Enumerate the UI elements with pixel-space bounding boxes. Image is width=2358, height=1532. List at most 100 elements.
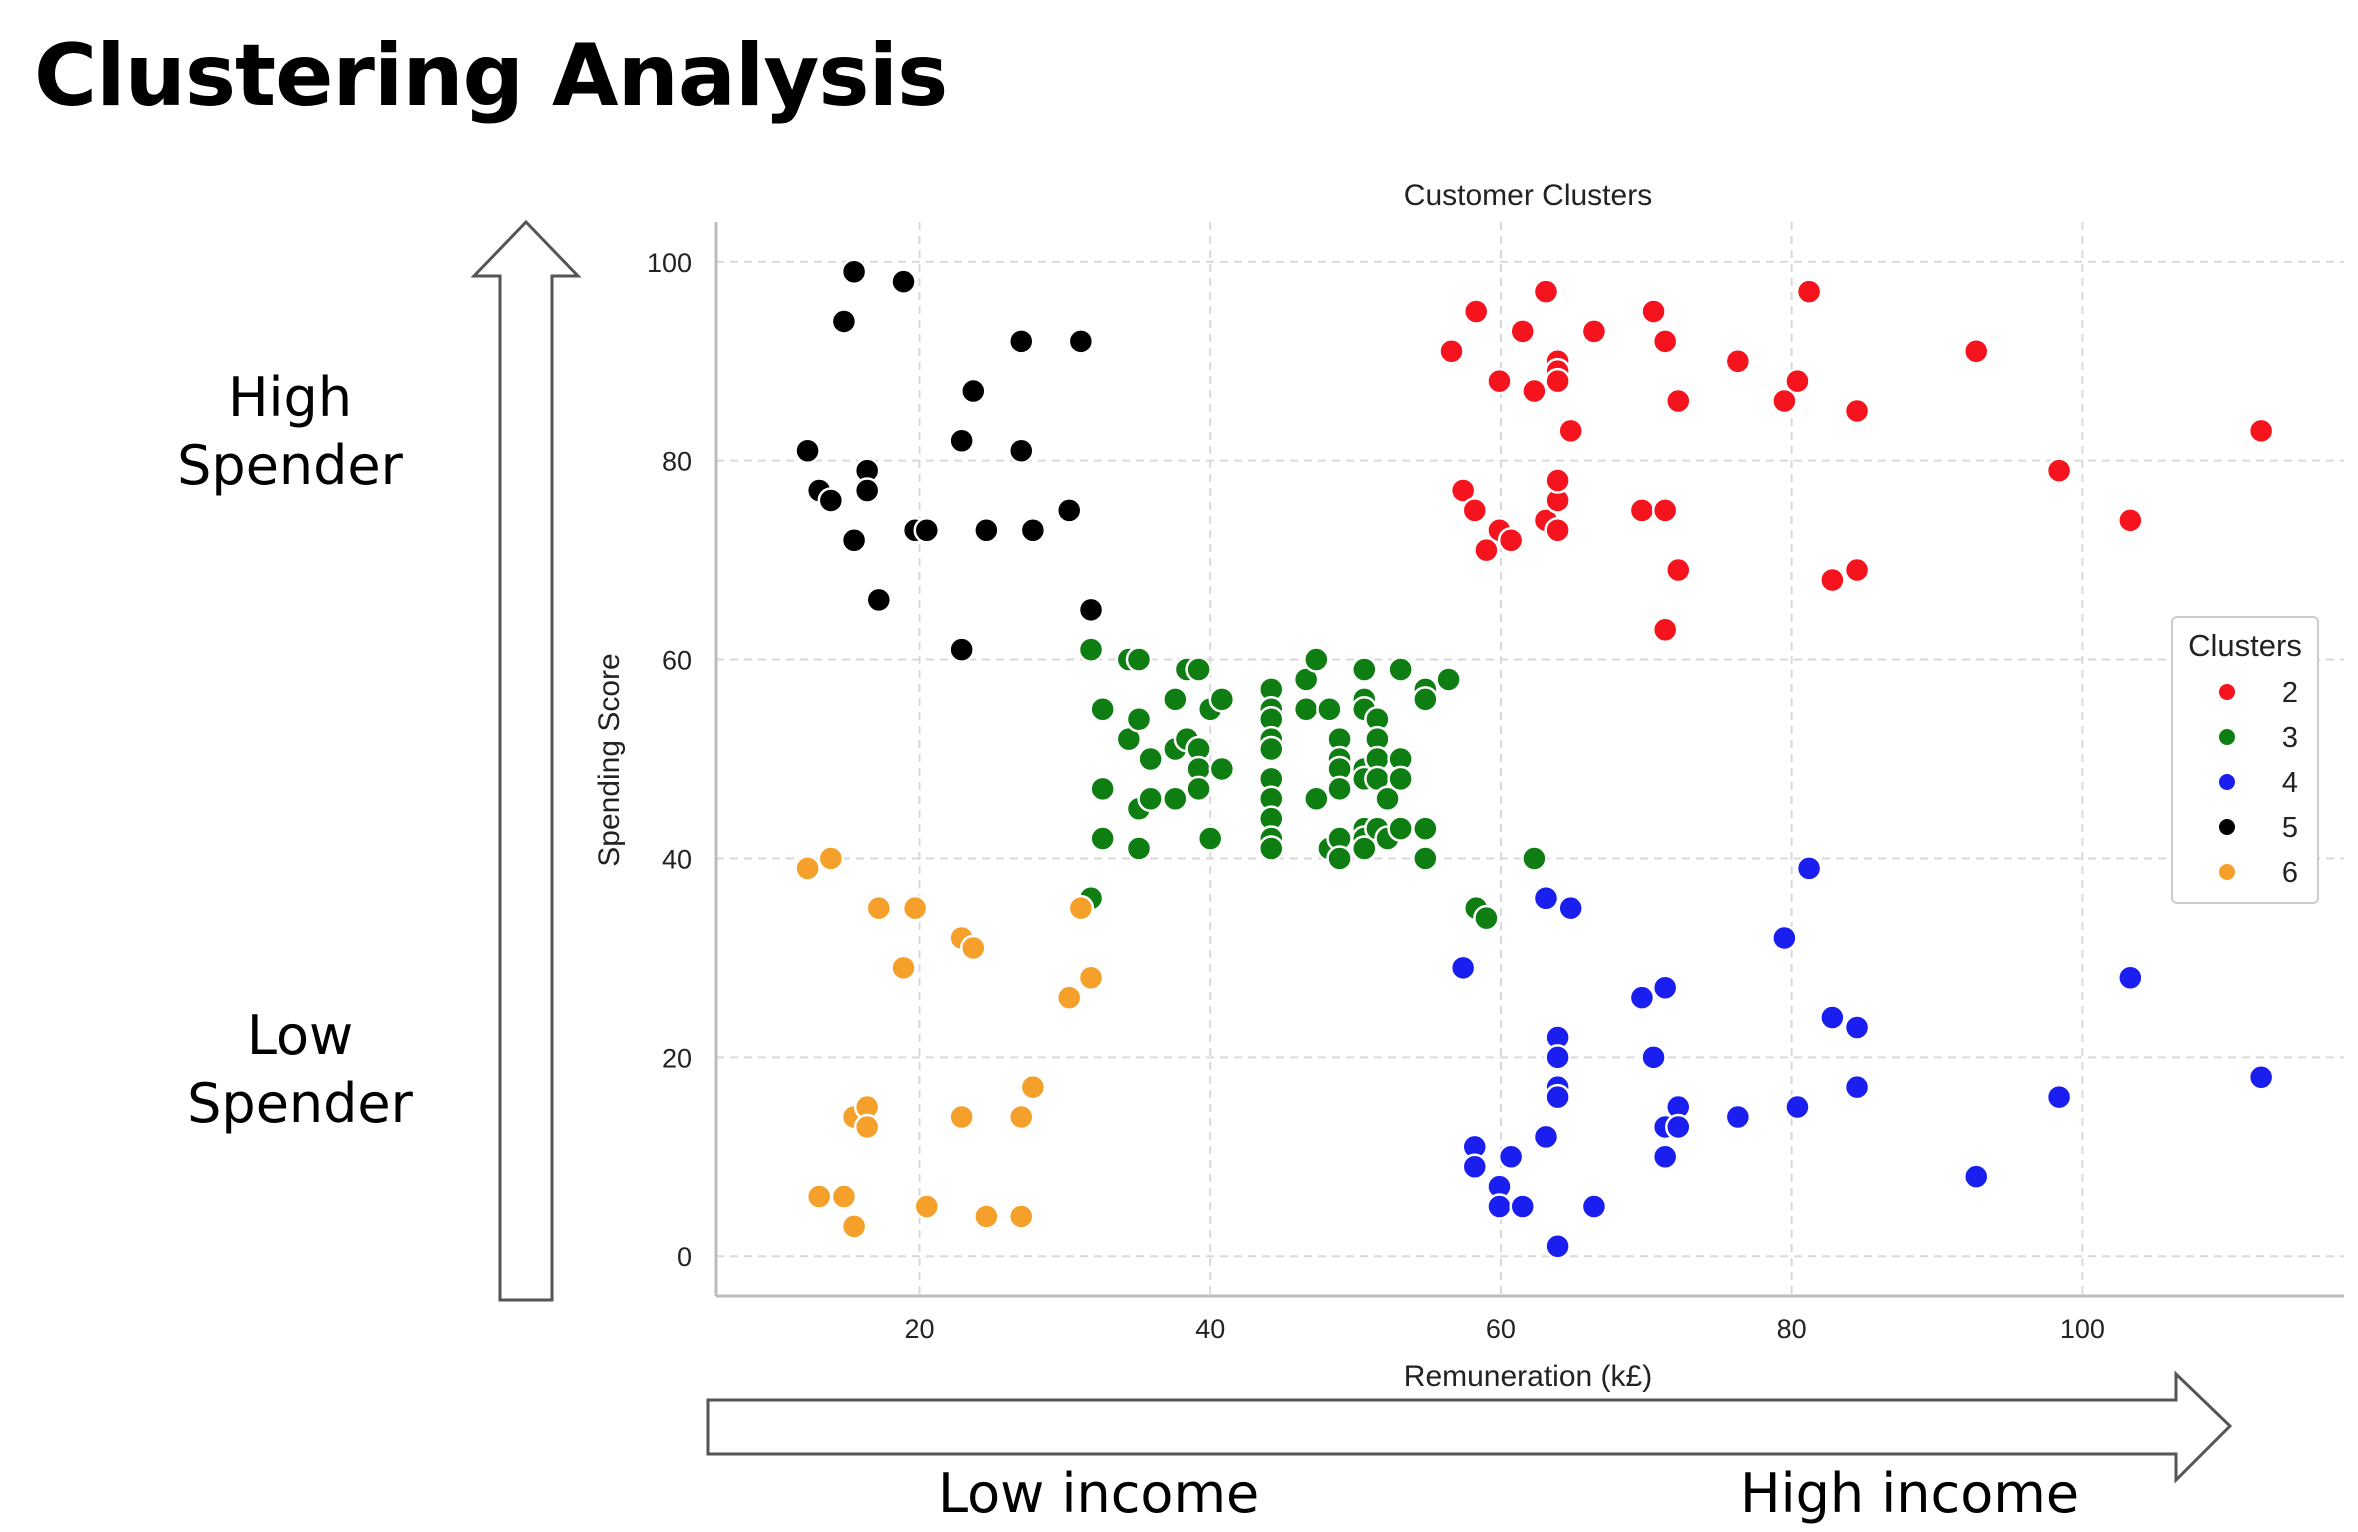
data-point-cluster-4 [1640,1044,1667,1071]
data-point-cluster-3 [1303,646,1330,673]
data-point-cluster-5 [853,477,881,504]
data-point-cluster-2 [1486,367,1513,395]
legend-label-2: 2 [2282,677,2298,709]
y-tick-label: 0 [677,1242,692,1272]
data-point-cluster-4 [1532,1123,1560,1151]
data-point-cluster-3 [1326,775,1353,803]
x-axis-label: Remuneration (k£) [1404,1360,1652,1393]
data-point-cluster-6 [901,894,929,922]
data-point-cluster-5 [840,526,868,554]
data-point-cluster-2 [1651,616,1679,643]
data-point-cluster-3 [1387,656,1414,683]
data-point-cluster-4 [1819,1004,1846,1031]
up-arrow-shape [470,219,582,1302]
data-point-cluster-2 [1962,338,1990,365]
data-point-cluster-3 [1387,765,1414,793]
data-point-cluster-2 [1438,338,1465,365]
data-point-cluster-6 [1008,1203,1035,1230]
data-point-cluster-2 [1640,298,1667,325]
data-point-cluster-3 [1316,696,1343,723]
data-point-cluster-6 [805,1183,833,1210]
data-point-cluster-2 [1843,397,1871,425]
data-point-cluster-3 [1185,656,1212,683]
data-point-cluster-2 [1580,318,1608,345]
x-tick-labels: 20 40 60 80 100 [904,1314,2104,1344]
data-point-cluster-3 [1137,745,1164,773]
data-point-cluster-3 [1292,696,1320,723]
y-tick-label: 20 [662,1043,692,1073]
data-point-cluster-2 [1509,318,1536,345]
x-tick-label: 20 [904,1314,934,1344]
x-tick-label: 100 [2060,1314,2105,1344]
data-point-cluster-2 [1665,387,1692,415]
data-point-cluster-5 [1008,437,1035,464]
data-point-cluster-6 [853,1113,881,1141]
data-point-cluster-3 [1077,636,1105,663]
data-point-cluster-5 [1077,596,1105,624]
data-point-cluster-3 [1303,785,1330,813]
low-spender-label: Low Spender [187,1004,413,1135]
data-point-cluster-5 [890,268,917,295]
data-point-cluster-3 [1089,825,1116,852]
y-tick-labels: 0 20 40 60 80 100 [647,248,692,1272]
data-point-cluster-3 [1412,845,1439,872]
data-point-cluster-4 [1724,1103,1752,1131]
low-income-label: Low income [938,1462,1260,1525]
legend-title: Clusters [2188,628,2302,663]
data-point-cluster-2 [1461,497,1489,524]
data-point-cluster-3 [1125,705,1153,733]
high-spender-label: High Spender [177,366,403,497]
data-point-cluster-3 [1208,755,1236,783]
data-point-cluster-2 [1665,556,1692,584]
y-tick-label: 60 [662,646,692,676]
data-point-cluster-4 [1461,1153,1489,1180]
page-title: Clustering Analysis [34,26,948,126]
data-point-cluster-3 [1258,835,1285,862]
data-point-cluster-5 [973,517,1000,544]
data-point-cluster-6 [948,1103,975,1131]
data-point-cluster-4 [1544,1233,1571,1260]
data-point-cluster-3 [1162,785,1189,813]
data-point-cluster-2 [1557,417,1584,445]
data-point-cluster-3 [1125,646,1153,673]
data-point-cluster-4 [1665,1113,1692,1141]
data-point-cluster-2 [1819,566,1846,594]
legend-label-5: 5 [2282,812,2298,844]
data-point-cluster-6 [973,1203,1000,1230]
data-point-cluster-6 [830,1183,858,1210]
data-point-cluster-5 [1055,497,1083,524]
data-point-cluster-4 [1784,1093,1811,1121]
data-point-cluster-4 [1843,1014,1871,1041]
data-point-cluster-4 [1771,924,1798,952]
data-point-cluster-4 [1580,1193,1608,1220]
legend: Clusters 2 3 4 5 6 [2171,616,2319,904]
data-point-cluster-4 [1843,1073,1871,1101]
data-point-cluster-3 [1326,845,1353,872]
data-point-cluster-3 [1473,904,1500,932]
data-point-cluster-2 [1843,556,1871,584]
y-axis-label: Spending Score [593,653,626,867]
data-point-cluster-3 [1137,785,1164,813]
data-point-cluster-4 [1509,1193,1536,1220]
data-point-cluster-4 [1795,855,1823,882]
data-point-cluster-4 [1449,954,1477,982]
data-point-cluster-4 [1532,884,1560,912]
data-point-cluster-3 [1089,696,1116,723]
chart-title: Customer Clusters [1404,179,1652,212]
legend-marker-4 [2217,772,2237,792]
data-point-cluster-3 [1196,825,1224,852]
data-point-cluster-4 [1651,1143,1679,1171]
legend-marker-2 [2217,682,2237,702]
x-tick-label: 60 [1486,1314,1516,1344]
data-point-cluster-6 [840,1213,868,1240]
data-point-cluster-6 [1055,984,1083,1011]
high-income-label: High income [1740,1462,2080,1525]
data-point-cluster-2 [1795,278,1823,305]
data-point-cluster-5 [865,586,893,614]
data-point-cluster-2 [1724,347,1752,375]
y-tick-label: 40 [662,844,692,874]
data-point-cluster-2 [1544,517,1571,544]
